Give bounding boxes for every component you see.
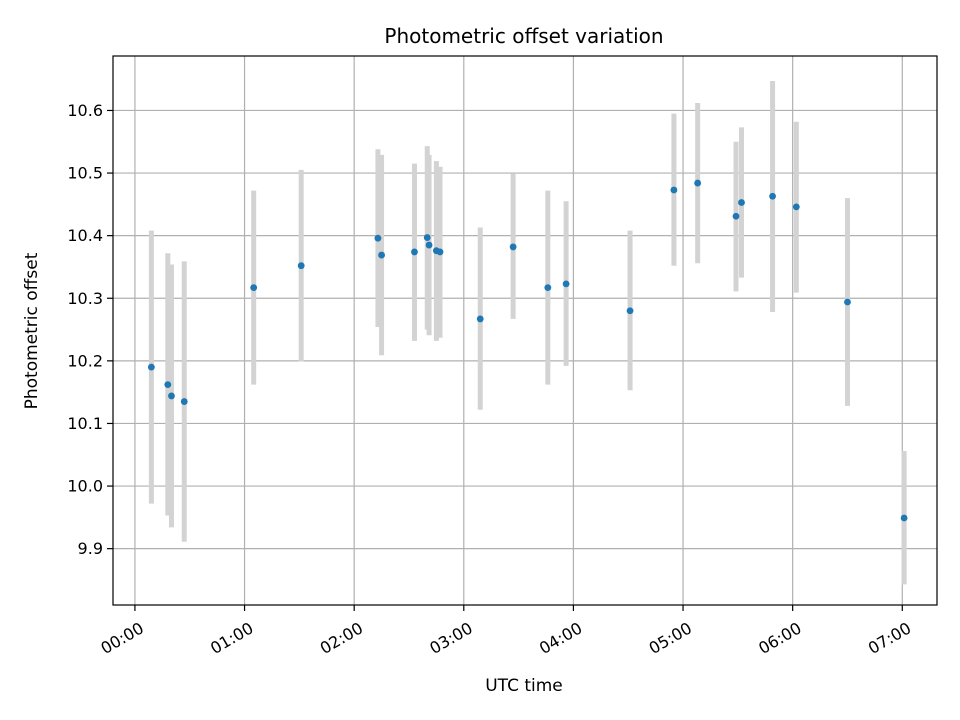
- data-points: [147, 179, 908, 522]
- error-bars: [148, 81, 907, 585]
- data-point: [509, 243, 517, 251]
- data-point: [250, 284, 258, 292]
- y-tick-label: 10.2: [67, 351, 103, 370]
- x-axis-ticks: 00:00 01:00 02:00 03:00 04:00 05:00 06:00 07:00: [97, 605, 914, 658]
- x-tick-label: 03:00: [426, 618, 475, 658]
- data-point: [670, 186, 678, 194]
- x-tick-label: 00:00: [97, 618, 146, 658]
- data-point: [792, 203, 800, 211]
- y-axis-ticks: 9.9 10.0 10.1 10.2 10.3 10.4 10.5 10.6: [67, 101, 113, 558]
- y-tick-label: 10.6: [67, 101, 103, 120]
- x-tick-label: 06:00: [755, 618, 804, 658]
- data-point: [423, 234, 431, 241]
- data-point: [738, 199, 745, 206]
- data-point: [411, 248, 418, 256]
- x-tick-label: 04:00: [536, 618, 585, 658]
- data-point: [844, 298, 851, 306]
- data-point: [297, 262, 305, 270]
- y-tick-label: 10.4: [67, 226, 103, 245]
- data-point: [180, 398, 188, 405]
- data-point: [476, 315, 484, 323]
- y-axis-label: Photometric offset: [22, 252, 42, 409]
- data-point: [562, 280, 570, 288]
- data-point: [425, 241, 433, 249]
- y-tick-label: 10.5: [67, 164, 103, 183]
- data-point: [164, 381, 172, 389]
- y-tick-label: 10.0: [67, 477, 103, 496]
- data-point: [436, 248, 444, 256]
- y-tick-label: 10.3: [67, 289, 103, 308]
- data-point: [732, 212, 740, 220]
- x-tick-label: 05:00: [646, 618, 695, 658]
- x-axis-label: UTC time: [485, 676, 563, 696]
- data-point: [900, 514, 908, 522]
- data-point: [147, 363, 155, 371]
- plot-frame: [112, 55, 938, 606]
- data-point: [694, 179, 702, 187]
- data-point: [769, 192, 776, 200]
- data-point: [168, 392, 175, 400]
- data-point: [374, 234, 382, 242]
- chart-title: Photometric offset variation: [384, 24, 663, 48]
- x-tick-label: 01:00: [207, 618, 256, 658]
- data-point: [626, 307, 634, 315]
- grid-lines: [113, 56, 937, 605]
- data-point: [378, 251, 385, 259]
- y-tick-label: 9.9: [78, 539, 103, 558]
- data-point: [544, 284, 552, 292]
- x-tick-label: 07:00: [865, 618, 914, 658]
- y-tick-label: 10.1: [67, 414, 103, 433]
- x-tick-label: 02:00: [317, 618, 366, 658]
